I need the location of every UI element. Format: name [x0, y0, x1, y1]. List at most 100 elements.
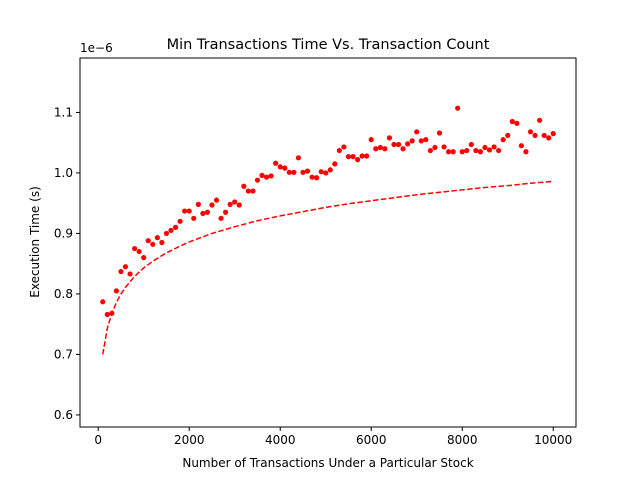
plot-area — [100, 105, 556, 355]
data-point — [441, 144, 447, 150]
data-point — [468, 141, 474, 148]
fit-curve — [102, 180, 554, 355]
data-point — [250, 188, 256, 194]
y-axis-label: Execution Time (s) — [28, 186, 42, 298]
y-tick-label: 0.9 — [54, 226, 73, 240]
data-point — [550, 131, 556, 137]
data-point — [450, 149, 456, 155]
data-point — [405, 141, 411, 147]
data-point — [395, 141, 402, 148]
data-point — [327, 167, 333, 173]
data-point — [154, 235, 160, 241]
data-point — [418, 138, 424, 144]
data-point — [377, 144, 383, 151]
data-point — [341, 144, 347, 150]
data-point — [254, 177, 261, 183]
data-point — [200, 210, 206, 217]
data-point — [436, 130, 443, 136]
data-point — [414, 129, 420, 135]
data-point — [291, 169, 297, 175]
data-point — [168, 227, 174, 233]
data-point — [141, 255, 147, 261]
data-point — [409, 138, 415, 144]
data-point — [186, 208, 192, 214]
data-point — [209, 202, 215, 208]
data-point — [518, 143, 524, 149]
data-point — [195, 201, 201, 207]
data-point — [263, 174, 270, 180]
data-point — [245, 188, 251, 194]
data-point — [241, 183, 247, 189]
x-tick-label: 8000 — [447, 433, 478, 447]
data-point — [382, 146, 388, 152]
x-tick-label: 0 — [94, 433, 102, 447]
y-offset-label: 1e−6 — [80, 41, 113, 55]
data-point — [236, 202, 242, 208]
y-tick-label: 0.8 — [54, 287, 73, 301]
data-point — [304, 168, 311, 174]
data-point — [332, 161, 338, 167]
data-point — [177, 218, 183, 224]
data-point — [546, 135, 552, 141]
data-point — [227, 201, 233, 207]
data-point — [159, 239, 165, 246]
data-point — [213, 197, 220, 203]
data-point — [345, 154, 352, 160]
data-point — [368, 137, 374, 143]
data-point — [386, 135, 393, 141]
data-point — [364, 153, 370, 159]
data-point — [532, 132, 538, 139]
data-point — [113, 288, 119, 294]
data-point — [464, 147, 470, 154]
data-point — [318, 169, 324, 175]
data-point — [223, 209, 229, 215]
data-point — [191, 215, 197, 221]
axis-ticks: 0 2000 4000 6000 8000 10000 0.6 0.7 0.8 0.9 1.0 1.1 — [54, 105, 572, 447]
data-point — [182, 208, 188, 214]
data-point — [163, 230, 170, 237]
y-tick-label: 1.1 — [54, 105, 73, 119]
x-axis-label: Number of Transactions Under a Particula… — [182, 456, 473, 470]
x-tick-label: 2000 — [174, 433, 205, 447]
data-point — [273, 160, 279, 166]
data-point — [150, 241, 156, 247]
data-point — [122, 264, 129, 270]
data-point — [118, 268, 124, 275]
data-point — [359, 153, 365, 159]
x-tick-label: 4000 — [265, 433, 296, 447]
data-point — [354, 157, 361, 163]
data-point — [514, 120, 520, 126]
data-point — [136, 248, 142, 255]
data-point — [109, 310, 115, 316]
data-point — [391, 141, 397, 148]
data-point — [259, 172, 265, 178]
x-tick-label: 10000 — [534, 433, 572, 447]
data-point — [455, 105, 461, 111]
data-point — [314, 175, 320, 181]
data-point — [323, 170, 329, 176]
data-point — [145, 238, 151, 244]
data-point — [309, 174, 315, 180]
data-point — [100, 299, 106, 305]
axes-frame — [79, 57, 577, 428]
data-point — [204, 209, 211, 215]
data-point — [373, 146, 379, 152]
data-point — [491, 144, 497, 150]
chart-title: Min Transactions Time Vs. Transaction Co… — [167, 37, 490, 53]
data-point — [473, 147, 479, 154]
y-tick-label: 0.6 — [54, 408, 73, 422]
data-point — [295, 155, 302, 161]
data-point — [277, 164, 283, 170]
data-point — [350, 154, 356, 160]
data-point — [477, 149, 484, 155]
data-point — [445, 149, 452, 155]
data-point — [527, 129, 534, 135]
data-point — [132, 245, 138, 252]
data-point — [232, 199, 238, 205]
data-point — [218, 215, 224, 221]
data-point — [505, 132, 511, 139]
data-point — [459, 149, 465, 155]
y-tick-label: 1.0 — [54, 166, 73, 180]
